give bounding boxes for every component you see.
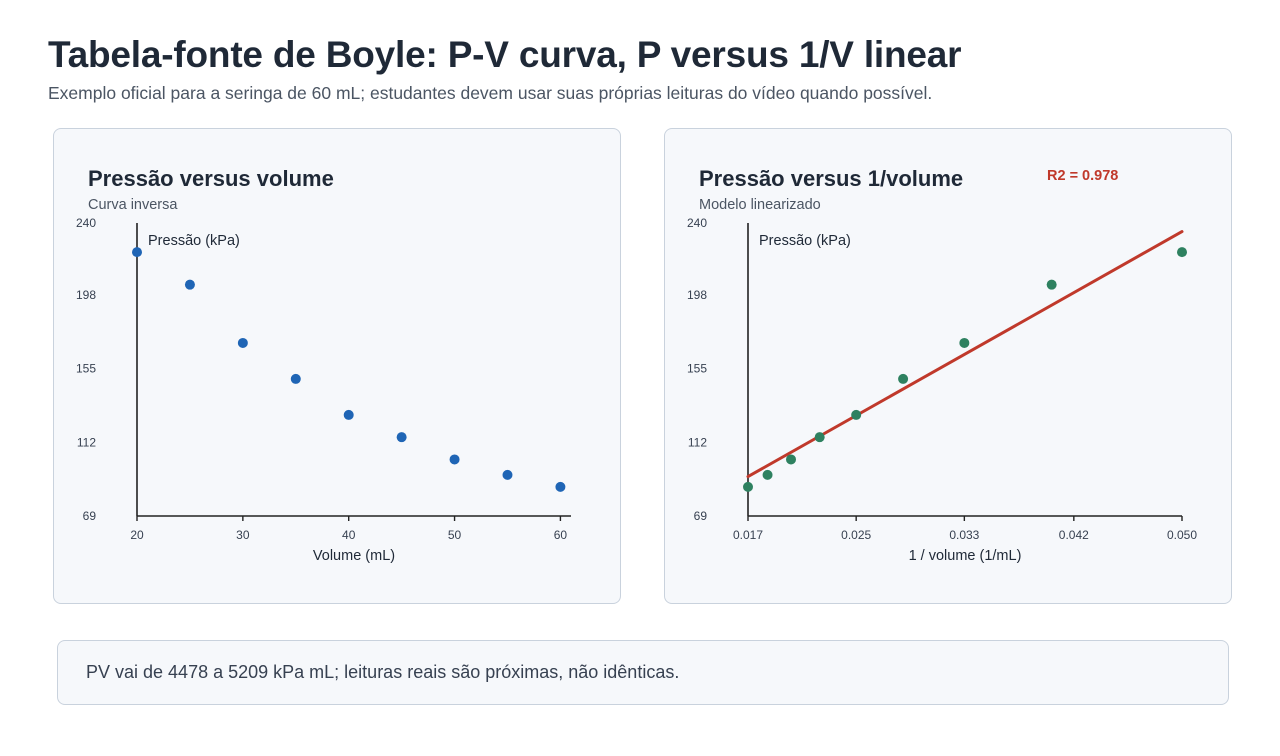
data-point [343, 409, 354, 420]
data-point [814, 432, 825, 443]
page-title: Tabela-fonte de Boyle: P-V curva, P vers… [48, 34, 962, 75]
data-point [132, 247, 142, 258]
y-tick-label: 112 [688, 435, 707, 449]
chart-title: Pressão versus 1/volume [699, 166, 963, 191]
chart-subtitle: Curva inversa [88, 197, 178, 213]
data-point [237, 337, 248, 348]
y-axis-label: Pressão (kPa) [148, 233, 240, 249]
x-tick-label: 0.033 [949, 528, 979, 542]
data-point [1046, 279, 1057, 290]
footer-note: PV vai de 4478 a 5209 kPa mL; leituras r… [86, 662, 680, 682]
footer-note-box: PV vai de 4478 a 5209 kPa mL; leituras r… [57, 640, 1229, 705]
chart-pressure-inverse-volume: Pressão versus 1/volume Modelo lineariza… [687, 166, 1197, 564]
y-tick-label: 240 [76, 216, 96, 230]
plot-area: 0.017 0.025 0.033 0.042 0.050 69 112 155 198 240 1… [687, 216, 1197, 564]
data-point [396, 432, 407, 443]
x-tick-label: 0.025 [841, 528, 871, 542]
chart-title: Pressão versus volume [88, 166, 334, 191]
x-tick-label: 0.050 [1167, 528, 1197, 542]
fit-line [746, 230, 1184, 479]
y-axis-label: Pressão (kPa) [759, 233, 851, 249]
x-axis-label: Volume (mL) [313, 548, 395, 564]
x-tick-label: 20 [130, 528, 144, 542]
data-point [290, 373, 301, 384]
plot-area: 20 30 40 50 60 69 112 155 198 240 Volume (mL) Press… [76, 216, 571, 564]
y-tick-label: 69 [83, 509, 97, 523]
y-tick-label: 155 [76, 362, 96, 376]
data-point [184, 279, 195, 290]
data-point [786, 454, 797, 465]
y-tick-label: 69 [694, 509, 708, 523]
y-tick-label: 112 [77, 435, 96, 449]
data-point [743, 481, 753, 492]
x-tick-label: 30 [236, 528, 250, 542]
data-point [762, 469, 773, 480]
page-subtitle: Exemplo oficial para a seringa de 60 mL;… [48, 83, 933, 103]
y-tick-label: 155 [687, 362, 707, 376]
r2-annotation: R2 = 0.978 [1047, 168, 1118, 184]
data-point [502, 469, 513, 480]
x-tick-label: 0.017 [733, 528, 763, 542]
x-tick-label: 40 [342, 528, 356, 542]
data-point [959, 337, 970, 348]
chart-subtitle: Modelo linearizado [699, 197, 821, 213]
data-point [449, 454, 460, 465]
x-tick-label: 0.042 [1059, 528, 1089, 542]
y-tick-label: 198 [76, 288, 96, 302]
data-point [851, 409, 862, 420]
y-tick-label: 240 [687, 216, 707, 230]
data-point [898, 373, 909, 384]
x-tick-label: 50 [448, 528, 462, 542]
chart-pressure-volume: Pressão versus volume Curva inversa 20 30… [76, 166, 571, 564]
data-point [1177, 247, 1187, 258]
x-axis-label: 1 / volume (1/mL) [909, 548, 1022, 564]
data-point [555, 481, 566, 492]
chart-panel-pressure-volume: Pressão versus volume Curva inversa 20 30… [53, 128, 621, 604]
x-tick-label: 60 [554, 528, 568, 542]
chart-panel-pressure-inverse-volume: Pressão versus 1/volume Modelo lineariza… [664, 128, 1232, 604]
y-tick-label: 198 [687, 288, 707, 302]
